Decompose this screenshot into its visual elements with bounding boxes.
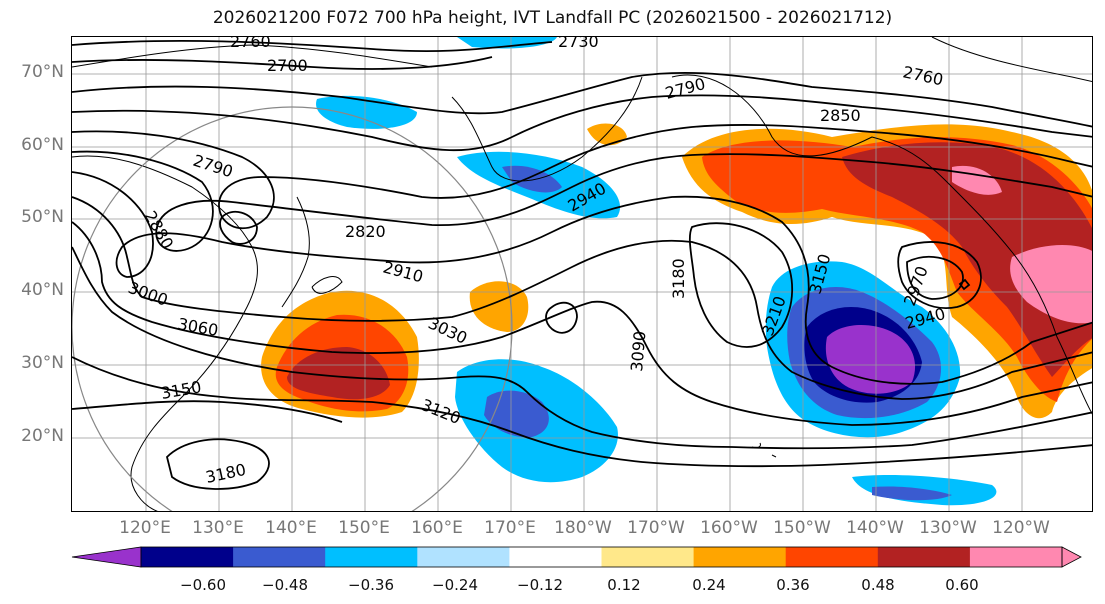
colorbar-tick: 0.24 — [692, 576, 726, 594]
colorbar-tick: 0.12 — [607, 576, 641, 594]
colorbar-cell — [417, 547, 510, 567]
colorbar-tick: −0.36 — [348, 576, 394, 594]
map-title: 2026021200 F072 700 hPa height, IVT Land… — [212, 8, 893, 28]
colorbar-tick: 0.36 — [776, 576, 810, 594]
contour-label: 3000 — [126, 278, 171, 310]
contour-label: 2700 — [267, 56, 308, 75]
graticule — [72, 37, 1092, 511]
colorbar-cell — [601, 547, 695, 567]
colorbar-tick: 0.60 — [945, 576, 979, 594]
colorbar-extend-high — [1061, 546, 1082, 568]
colorbar-cell — [969, 547, 1063, 567]
lat-label: 50°N — [21, 207, 64, 227]
colorbar-tick: −0.48 — [262, 576, 308, 594]
colorbar — [71, 546, 1082, 568]
colorbar-cell — [785, 547, 879, 567]
map-panel: 2760 2730 2700 2790 2850 2760 2790 2880 … — [71, 36, 1093, 512]
contour-label: 3150 — [159, 377, 202, 403]
lat-label: 60°N — [21, 135, 64, 155]
contour-label: 3060 — [176, 314, 219, 340]
colorbar-tick: −0.60 — [180, 576, 226, 594]
lon-label: 150°E — [338, 518, 390, 538]
lon-label: 130°W — [919, 518, 977, 538]
height-contours — [72, 40, 1092, 490]
colorbar-cell — [141, 547, 234, 567]
negative-peak — [825, 325, 916, 394]
colorbar-cells — [71, 546, 1082, 568]
colorbar-cell — [509, 547, 602, 567]
contour-label: 2970 — [900, 264, 932, 309]
contour-label: 3180 — [204, 460, 248, 487]
contour-label: 3030 — [425, 313, 470, 347]
contour-label: 2760 — [230, 37, 271, 51]
peak-positive-coast — [1010, 245, 1092, 324]
negative-north-moderate — [502, 165, 562, 193]
positive-blob-dateline — [469, 281, 529, 332]
colorbar-tick: −0.12 — [517, 576, 563, 594]
lon-label: 150°W — [773, 518, 831, 538]
negative-central-moderate — [484, 390, 549, 438]
colorbar-frame — [140, 546, 1063, 568]
contour-label: 2850 — [820, 106, 861, 125]
lon-label: 140°E — [265, 518, 317, 538]
map-canvas: 2760 2730 2700 2790 2850 2760 2790 2880 … — [72, 37, 1092, 511]
lon-label: 180°W — [554, 518, 612, 538]
lon-label: 160°E — [411, 518, 463, 538]
colorbar-tick: 0.48 — [861, 576, 895, 594]
lon-label: 170°W — [627, 518, 685, 538]
contour-label: 2730 — [558, 37, 599, 51]
colorbar-cell — [233, 547, 326, 567]
lon-label: 120°W — [992, 518, 1050, 538]
lon-label: 160°W — [700, 518, 758, 538]
positive-blob-bering — [587, 123, 627, 146]
contour-label: 2820 — [345, 222, 386, 241]
very-strong-positive-west — [287, 347, 390, 400]
lat-label: 70°N — [21, 62, 64, 82]
colorbar-cell — [693, 547, 787, 567]
negative-tropics-moderate — [872, 486, 952, 501]
lon-label: 170°E — [484, 518, 536, 538]
lat-label: 30°N — [21, 353, 64, 373]
lon-label: 120°E — [119, 518, 171, 538]
colorbar-tick: −0.24 — [432, 576, 478, 594]
colorbar-cell — [325, 547, 418, 567]
contour-label: 3180 — [669, 258, 688, 299]
ivt-shading — [261, 37, 1092, 506]
negative-region-arctic — [457, 37, 557, 49]
very-strong-positive-region — [842, 142, 1092, 377]
contour-label: 2760 — [901, 62, 945, 89]
lat-label: 40°N — [21, 280, 64, 300]
lat-label: 20°N — [21, 426, 64, 446]
contour-label: 3090 — [627, 330, 649, 372]
lon-label: 130°E — [192, 518, 244, 538]
contour-label: 2790 — [663, 74, 707, 103]
contour-label: 2790 — [191, 151, 236, 182]
domain-circle — [72, 106, 513, 511]
lon-label: 140°W — [846, 518, 904, 538]
colorbar-cell — [877, 547, 971, 567]
coastlines — [72, 37, 1092, 511]
colorbar-extend-low — [71, 546, 142, 568]
